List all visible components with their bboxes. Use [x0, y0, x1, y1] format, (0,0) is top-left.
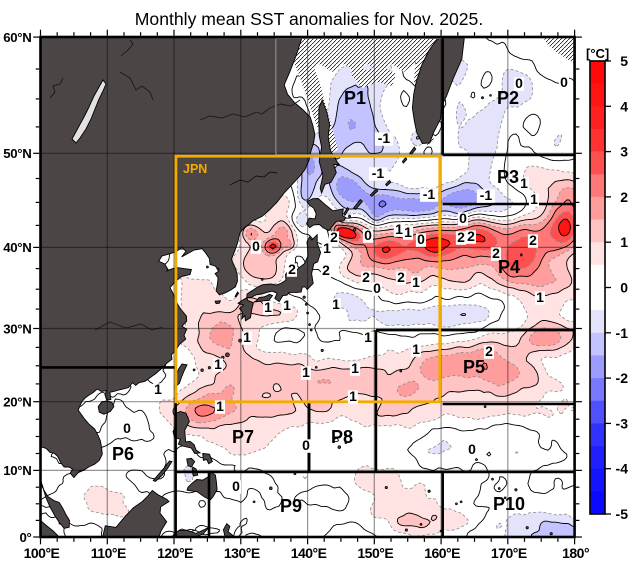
svg-text:JPN: JPN: [183, 162, 207, 176]
svg-text:170°E: 170°E: [491, 545, 527, 561]
svg-text:Monthly mean SST anomalies for: Monthly mean SST anomalies for Nov. 2025…: [135, 9, 483, 29]
svg-text:1: 1: [283, 297, 291, 313]
svg-text:160°E: 160°E: [424, 545, 460, 561]
svg-text:0: 0: [417, 231, 425, 247]
svg-text:140°E: 140°E: [291, 545, 327, 561]
svg-text:1: 1: [530, 191, 538, 207]
svg-text:2: 2: [492, 245, 500, 261]
svg-text:40°N: 40°N: [3, 240, 31, 255]
svg-text:-1: -1: [616, 325, 629, 341]
svg-text:10°N: 10°N: [3, 463, 31, 478]
svg-text:1: 1: [302, 364, 310, 380]
svg-text:0: 0: [123, 420, 131, 436]
svg-text:2: 2: [620, 189, 628, 205]
svg-text:2: 2: [467, 228, 475, 244]
svg-text:2: 2: [457, 229, 465, 245]
svg-text:P4: P4: [498, 257, 520, 277]
svg-text:0: 0: [560, 74, 568, 90]
svg-text:1: 1: [364, 329, 372, 345]
svg-text:-1: -1: [378, 130, 391, 146]
svg-text:-1: -1: [372, 165, 385, 181]
svg-text:1: 1: [264, 299, 272, 315]
svg-text:P6: P6: [112, 444, 134, 464]
svg-text:2: 2: [362, 269, 370, 285]
svg-text:2: 2: [322, 262, 330, 278]
svg-text:3: 3: [620, 144, 628, 160]
svg-text:-1: -1: [423, 186, 436, 202]
svg-text:150°E: 150°E: [357, 545, 393, 561]
svg-text:20°N: 20°N: [3, 395, 31, 410]
svg-text:0: 0: [252, 238, 260, 254]
svg-text:0: 0: [468, 441, 476, 457]
svg-text:30°N: 30°N: [3, 321, 31, 336]
svg-text:50°N: 50°N: [3, 146, 31, 161]
svg-text:0: 0: [232, 478, 240, 494]
svg-text:1: 1: [404, 224, 412, 240]
svg-text:1: 1: [520, 175, 528, 191]
svg-text:4: 4: [620, 98, 628, 114]
svg-text:1: 1: [214, 356, 222, 372]
svg-text:P7: P7: [232, 427, 254, 447]
svg-text:60°N: 60°N: [3, 30, 31, 45]
svg-text:0: 0: [515, 75, 523, 91]
svg-text:2: 2: [330, 229, 338, 245]
svg-text:P9: P9: [280, 496, 302, 516]
svg-text:P2: P2: [497, 88, 519, 108]
svg-text:1: 1: [323, 240, 331, 256]
svg-text:-5: -5: [616, 506, 629, 522]
svg-text:120°E: 120°E: [157, 545, 193, 561]
svg-text:130°E: 130°E: [224, 545, 260, 561]
svg-text:1: 1: [154, 381, 162, 397]
svg-text:1: 1: [351, 360, 359, 376]
svg-text:1: 1: [216, 398, 224, 414]
svg-text:100°E: 100°E: [24, 545, 60, 561]
svg-text:P10: P10: [493, 494, 525, 514]
svg-text:0: 0: [373, 280, 381, 296]
svg-text:2: 2: [485, 343, 493, 359]
svg-text:110°E: 110°E: [91, 545, 126, 561]
svg-text:1: 1: [332, 296, 340, 312]
svg-text:P3: P3: [497, 167, 519, 187]
svg-text:1: 1: [412, 274, 420, 290]
svg-text:P1: P1: [344, 88, 366, 108]
svg-text:P8: P8: [331, 427, 353, 447]
svg-text:1: 1: [395, 221, 403, 237]
svg-text:-2: -2: [616, 370, 629, 386]
svg-text:1: 1: [412, 341, 420, 357]
svg-text:180°: 180°: [562, 545, 589, 561]
svg-text:2: 2: [397, 269, 405, 285]
svg-text:-3: -3: [616, 415, 629, 431]
svg-text:0°: 0°: [19, 530, 31, 545]
svg-text:-4: -4: [616, 461, 629, 477]
svg-text:1: 1: [620, 234, 628, 250]
svg-text:2: 2: [529, 232, 537, 248]
svg-text:0: 0: [459, 210, 467, 226]
svg-text:-1: -1: [480, 187, 493, 203]
svg-text:1: 1: [349, 388, 357, 404]
svg-text:0: 0: [364, 227, 372, 243]
svg-text:[°C]: [°C]: [586, 46, 609, 61]
svg-text:P5: P5: [463, 357, 485, 377]
svg-text:1: 1: [536, 289, 544, 305]
svg-text:1: 1: [243, 329, 251, 345]
svg-text:0: 0: [302, 437, 310, 453]
svg-text:5: 5: [620, 53, 628, 69]
svg-text:2: 2: [288, 261, 296, 277]
svg-text:0: 0: [620, 280, 628, 296]
